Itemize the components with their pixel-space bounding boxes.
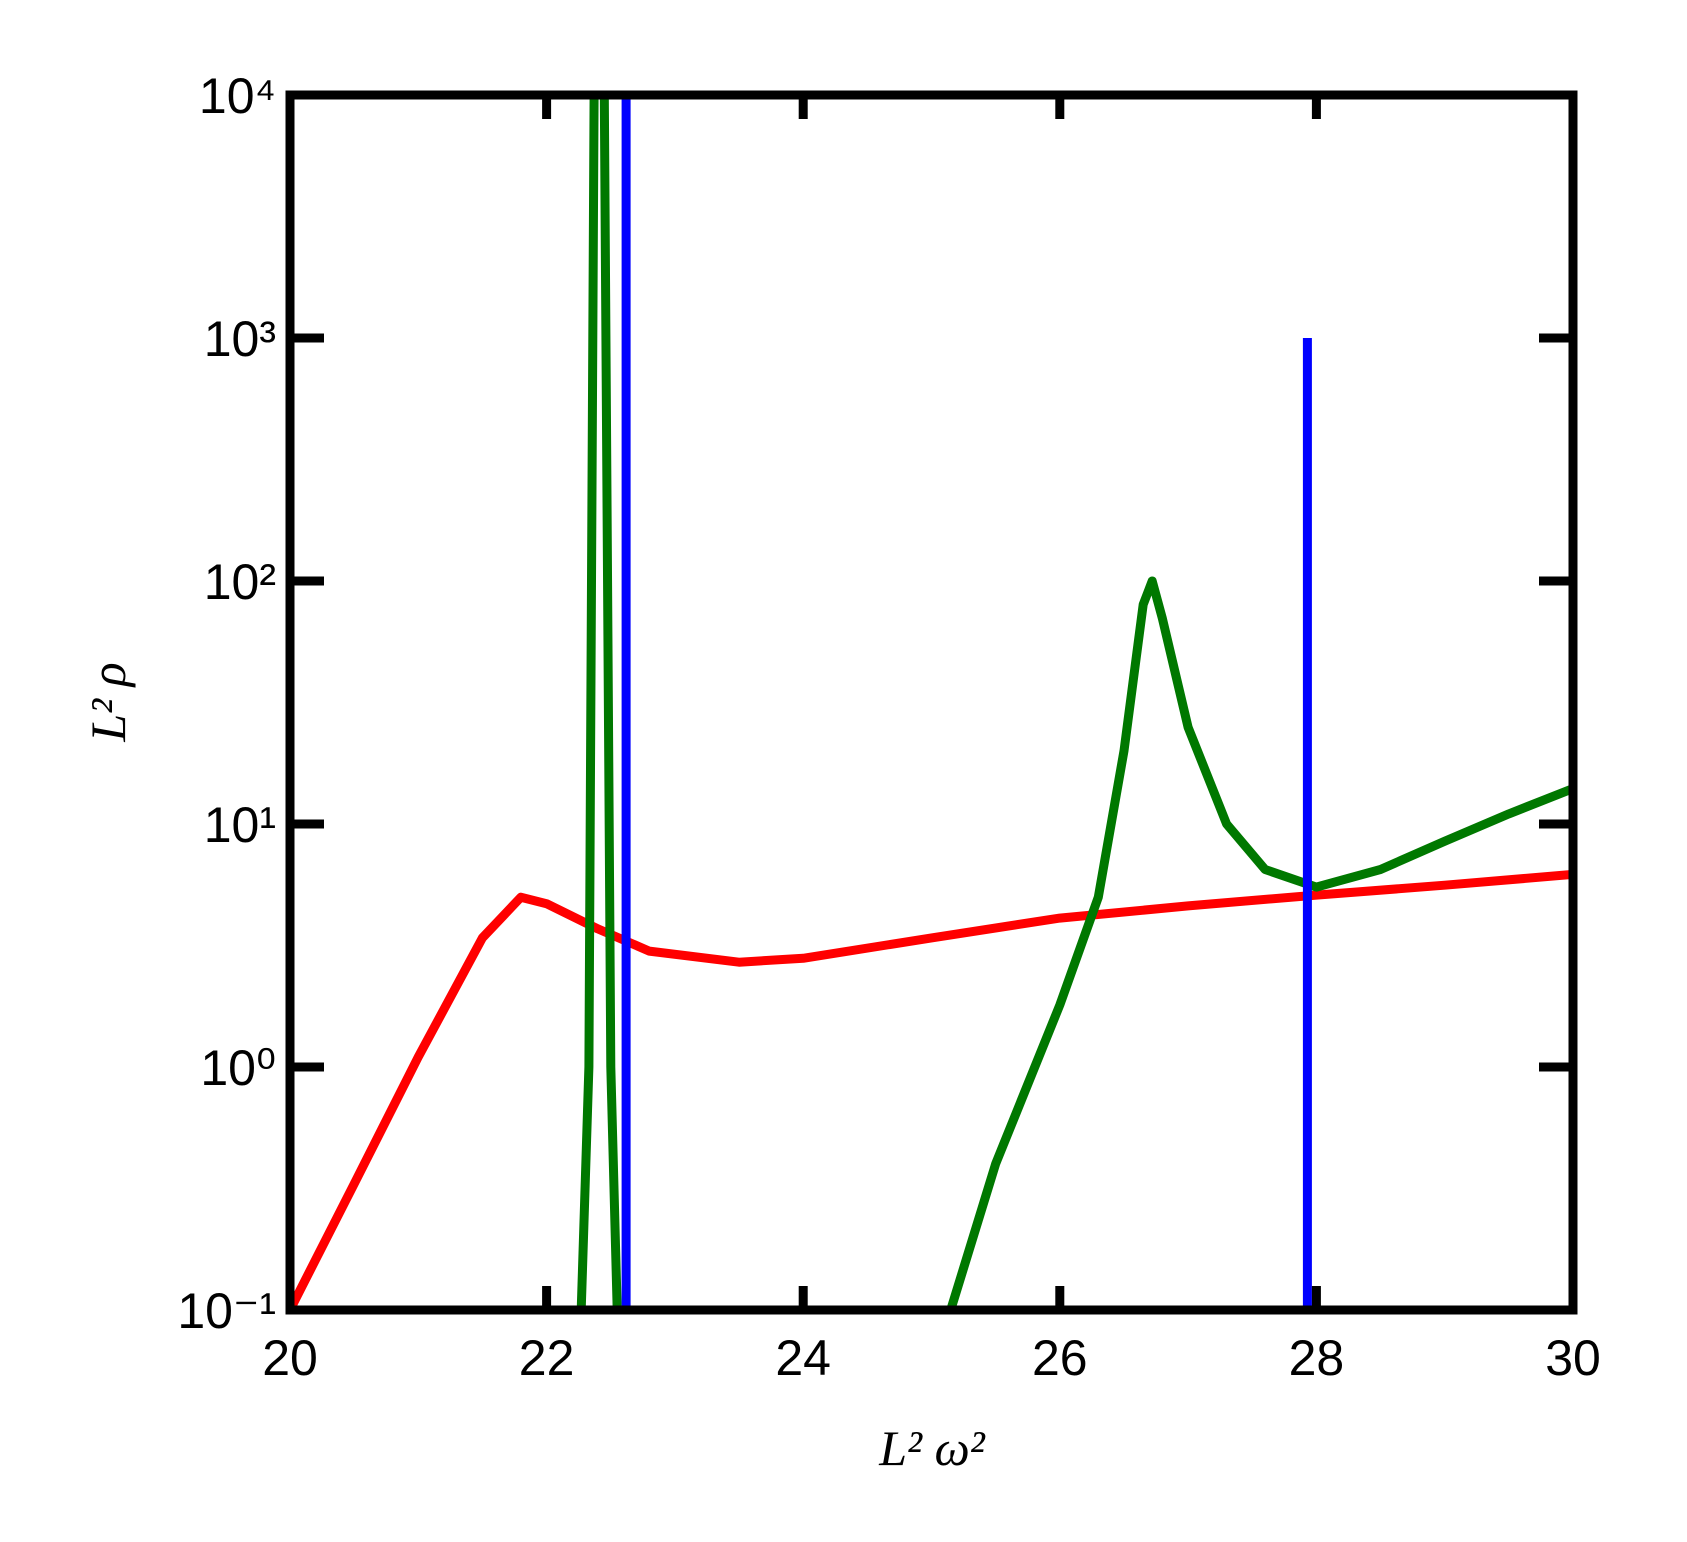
x-axis-label: L² ω² xyxy=(878,1420,986,1476)
line-series xyxy=(290,869,1573,1310)
plot-area xyxy=(290,95,1573,1310)
x-tick-label: 26 xyxy=(1032,1330,1088,1386)
x-tick-label: 28 xyxy=(1289,1330,1345,1386)
x-tick-label: 30 xyxy=(1545,1330,1601,1386)
plot-frame xyxy=(285,90,1578,1315)
y-tick-label: 10² xyxy=(204,554,276,610)
line-series xyxy=(576,95,1573,1310)
x-tick-label: 20 xyxy=(262,1330,318,1386)
y-tick-label: 10¹ xyxy=(204,797,276,853)
y-tick-label: 10⁻¹ xyxy=(177,1283,276,1339)
y-tick-label: 10⁰ xyxy=(200,1040,276,1096)
y-tick-label: 10³ xyxy=(204,311,276,367)
x-tick-label: 22 xyxy=(519,1330,575,1386)
line-series xyxy=(621,95,1312,1310)
y-axis-label: L² ρ xyxy=(80,662,136,742)
x-tick-label: 24 xyxy=(775,1330,831,1386)
y-tick-label: 10⁴ xyxy=(199,68,276,124)
